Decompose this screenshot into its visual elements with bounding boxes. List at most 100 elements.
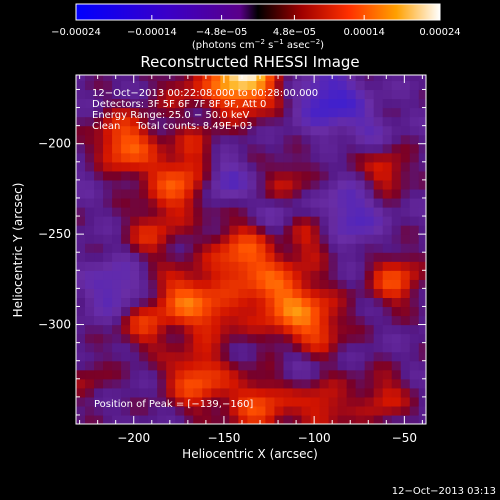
- heatmap-cell: [301, 116, 312, 127]
- heatmap-cell: [220, 225, 230, 235]
- heatmap-cell: [76, 279, 86, 289]
- heatmap-cell: [139, 152, 149, 163]
- heatmap-cell: [157, 351, 167, 362]
- heatmap-cell: [211, 234, 221, 244]
- heatmap-cell: [256, 396, 267, 407]
- heatmap-cell: [202, 288, 212, 299]
- heatmap-cell: [373, 342, 384, 353]
- heatmap-cell: [229, 270, 239, 280]
- heatmap-cell: [139, 261, 149, 271]
- heatmap-cell: [130, 315, 140, 326]
- heatmap-cell: [274, 207, 285, 217]
- heatmap-cell: [193, 188, 203, 199]
- heatmap-cell: [139, 125, 149, 136]
- heatmap-cell: [166, 98, 176, 109]
- heatmap-cell: [373, 161, 384, 172]
- heatmap-cell: [193, 270, 203, 280]
- heatmap-cell: [391, 324, 402, 335]
- heatmap-cell: [400, 152, 411, 163]
- heatmap-cell: [337, 414, 348, 424]
- heatmap-cell: [112, 75, 122, 82]
- annotation-counts: Clean Total counts: 8.49E+03: [92, 121, 252, 132]
- heatmap-cell: [382, 125, 393, 136]
- heatmap-cell: [76, 179, 86, 190]
- heatmap-cell: [292, 414, 303, 424]
- heatmap-cell: [382, 279, 393, 289]
- heatmap-cell: [355, 279, 366, 289]
- heatmap-cell: [328, 134, 339, 145]
- heatmap-cell: [157, 161, 167, 172]
- heatmap-cell: [157, 279, 167, 289]
- heatmap-cell: [193, 261, 203, 271]
- heatmap-cell: [193, 179, 203, 190]
- heatmap-cell: [238, 143, 248, 154]
- heatmap-cell: [373, 297, 384, 308]
- heatmap-cell: [94, 315, 104, 326]
- heatmap-cell: [193, 378, 203, 389]
- heatmap-cell: [211, 89, 221, 100]
- heatmap-cell: [247, 161, 258, 172]
- heatmap-cell: [292, 243, 303, 253]
- heatmap-cell: [85, 225, 95, 235]
- heatmap-cell: [310, 75, 321, 82]
- heatmap-cell: [202, 152, 212, 163]
- heatmap-cell: [328, 152, 339, 163]
- heatmap-cell: [157, 360, 167, 371]
- heatmap-cell: [346, 306, 357, 317]
- heatmap-cell: [184, 225, 194, 235]
- heatmap-cell: [175, 98, 185, 109]
- heatmap-cell: [256, 179, 267, 190]
- heatmap-cell: [319, 179, 330, 190]
- heatmap-cell: [283, 261, 294, 271]
- heatmap-cell: [166, 315, 176, 326]
- heatmap-cell: [382, 89, 393, 100]
- heatmap-cell: [364, 387, 375, 398]
- heatmap-cell: [373, 360, 384, 371]
- y-tick-label: −200: [38, 137, 71, 151]
- heatmap-cell: [148, 197, 158, 208]
- heatmap-cell: [139, 279, 149, 289]
- heatmap-cell: [400, 134, 411, 145]
- heatmap-cell: [148, 279, 158, 289]
- colorbar: −0.00024 −0.00014 −4.8e−05 4.8e−05 0.00014 0.…: [51, 3, 461, 51]
- heatmap-cell: [382, 143, 393, 154]
- heatmap-cell: [301, 333, 312, 344]
- heatmap-cell: [175, 261, 185, 271]
- heatmap-cell: [247, 134, 258, 145]
- heatmap-cell: [364, 261, 375, 271]
- heatmap-cell: [130, 170, 140, 181]
- heatmap-cell: [229, 342, 239, 353]
- heatmap-cell: [319, 252, 330, 262]
- heatmap-cell: [373, 252, 384, 262]
- heatmap-cell: [211, 297, 221, 308]
- axes-ticks: −200 −150 −100 −50−200−250−300: [38, 75, 426, 445]
- heatmap-cell: [400, 306, 411, 317]
- heatmap-cell: [391, 207, 402, 217]
- heatmap-cell: [220, 234, 230, 244]
- heatmap-cell: [157, 116, 167, 127]
- heatmap-cell: [274, 324, 285, 335]
- heatmap-cell: [373, 369, 384, 380]
- heatmap-cell: [400, 143, 411, 154]
- heatmap-cell: [274, 116, 285, 127]
- heatmap-cell: [283, 107, 294, 118]
- heatmap-cell: [148, 360, 158, 371]
- heatmap-cell: [382, 288, 393, 299]
- heatmap-cell: [211, 80, 221, 91]
- heatmap-cell: [184, 188, 194, 199]
- heatmap-cell: [337, 188, 348, 199]
- heatmap-cell: [202, 107, 212, 118]
- heatmap-cell: [400, 125, 411, 136]
- heatmap-cell: [265, 279, 276, 289]
- heatmap-cell: [418, 315, 426, 326]
- heatmap-cell: [409, 143, 420, 154]
- heatmap-cell: [112, 342, 122, 353]
- heatmap-cell: [238, 75, 248, 82]
- heatmap-cell: [157, 297, 167, 308]
- heatmap-cell: [337, 324, 348, 335]
- heatmap-cell: [121, 98, 131, 109]
- heatmap-cell: [94, 261, 104, 271]
- heatmap-cell: [193, 116, 203, 127]
- heatmap-cell: [175, 243, 185, 253]
